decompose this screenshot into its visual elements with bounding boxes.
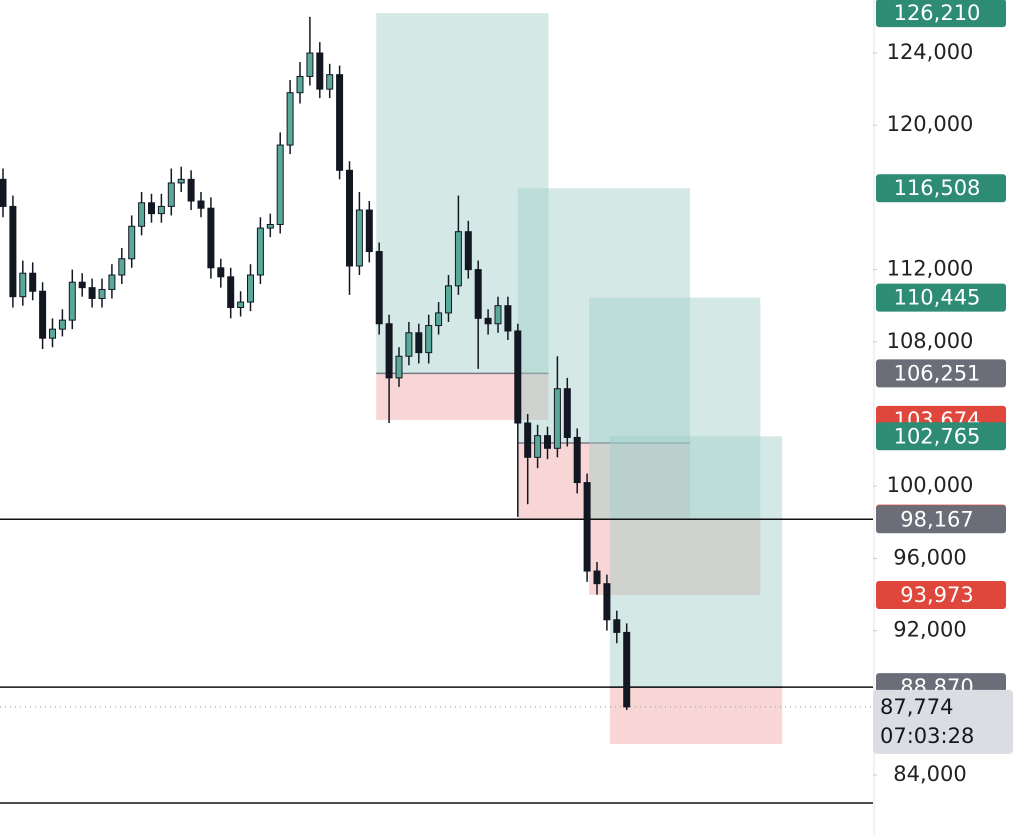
candle-body bbox=[316, 52, 324, 90]
candle-body bbox=[237, 301, 245, 309]
candle-body bbox=[405, 332, 413, 357]
candle-body bbox=[385, 323, 393, 379]
candle-body bbox=[464, 231, 472, 271]
candle-body bbox=[217, 267, 225, 278]
price-badge-label: 110,445 bbox=[894, 286, 981, 310]
candle-body bbox=[375, 251, 383, 325]
price-badge bbox=[876, 359, 1006, 388]
candle-body bbox=[603, 583, 611, 621]
price-badge bbox=[876, 422, 1006, 451]
y-tick-label: 124,000 bbox=[887, 40, 974, 64]
y-tick-label: 108,000 bbox=[887, 329, 974, 353]
stop-zone bbox=[609, 687, 783, 745]
candle-body bbox=[395, 355, 403, 379]
price-badge bbox=[876, 283, 1006, 312]
candle-body bbox=[58, 319, 66, 330]
target-zone bbox=[517, 188, 691, 444]
candle-body bbox=[227, 276, 235, 309]
candle-body bbox=[504, 305, 512, 332]
candle-body bbox=[435, 312, 443, 327]
target-zone bbox=[376, 13, 549, 374]
candle-body bbox=[9, 205, 17, 298]
candle-body bbox=[286, 92, 294, 146]
candle-body bbox=[484, 317, 492, 325]
target-zone bbox=[589, 297, 761, 520]
target-zone bbox=[609, 436, 783, 688]
y-tick-label: 112,000 bbox=[887, 257, 974, 281]
candle-body bbox=[583, 482, 591, 572]
candle-body bbox=[623, 631, 631, 708]
candle-body bbox=[197, 200, 205, 209]
candle-body bbox=[207, 207, 215, 269]
candle-body bbox=[514, 330, 522, 424]
candle-body bbox=[613, 619, 621, 633]
price-badge bbox=[876, 0, 1006, 28]
candle-body bbox=[29, 272, 37, 292]
candle-body bbox=[177, 178, 185, 184]
candle-body bbox=[524, 422, 532, 458]
candle-body bbox=[187, 178, 195, 202]
candle-body bbox=[88, 287, 96, 299]
price-badge-label: 98,167 bbox=[900, 507, 973, 531]
candle-body bbox=[39, 290, 47, 339]
candle-body bbox=[138, 202, 146, 227]
candle-body bbox=[494, 305, 502, 325]
price-badge bbox=[876, 174, 1006, 203]
candle-body bbox=[326, 74, 334, 90]
candle-body bbox=[78, 281, 86, 289]
candle-body bbox=[49, 328, 56, 339]
candle-body bbox=[346, 169, 353, 267]
candle-body bbox=[157, 205, 165, 215]
candle-body bbox=[355, 209, 363, 267]
candle-body bbox=[167, 182, 175, 207]
candle-body bbox=[336, 74, 344, 171]
price-badge-label: 102,765 bbox=[894, 424, 981, 448]
y-tick-label: 92,000 bbox=[893, 618, 966, 642]
y-tick-label: 100,000 bbox=[887, 473, 974, 497]
candle-body bbox=[365, 209, 373, 253]
stop-zone bbox=[517, 443, 691, 519]
candle-body bbox=[108, 274, 116, 290]
price-badge-label: 116,508 bbox=[894, 176, 981, 200]
candle-body bbox=[474, 269, 482, 319]
candle-body bbox=[425, 325, 433, 354]
candle-body bbox=[296, 75, 304, 94]
candle-body bbox=[118, 258, 126, 276]
candle-body bbox=[534, 435, 542, 458]
candle-body bbox=[553, 388, 561, 449]
candle-body bbox=[415, 332, 423, 354]
candle-body bbox=[148, 202, 155, 215]
candle-body bbox=[276, 144, 284, 225]
stop-zone bbox=[589, 519, 761, 595]
candle-body bbox=[306, 52, 314, 77]
last-price-label: 87,774 bbox=[880, 695, 953, 719]
candle-body bbox=[593, 570, 601, 585]
candle-body bbox=[0, 178, 7, 207]
candle-body bbox=[454, 231, 462, 287]
y-tick-label: 84,000 bbox=[893, 762, 966, 786]
countdown-label: 07:03:28 bbox=[880, 724, 974, 748]
y-tick-label: 96,000 bbox=[893, 545, 966, 569]
price-badge-label: 93,973 bbox=[900, 583, 973, 607]
price-badge bbox=[876, 580, 1006, 609]
candle-body bbox=[19, 272, 27, 298]
candle-body bbox=[247, 274, 254, 303]
candle-body bbox=[544, 435, 551, 449]
candle-body bbox=[266, 223, 274, 229]
candle-body bbox=[128, 225, 136, 260]
candle-body bbox=[68, 281, 76, 321]
candle-body bbox=[573, 436, 581, 484]
candle-body bbox=[98, 288, 106, 299]
price-badge bbox=[876, 505, 1006, 534]
candle-body bbox=[445, 285, 452, 314]
y-tick-label: 120,000 bbox=[887, 112, 974, 136]
candle-body bbox=[256, 227, 264, 276]
last-price-badge bbox=[873, 689, 1013, 754]
price-badge-label: 106,251 bbox=[894, 361, 981, 385]
price-badge-label: 126,210 bbox=[894, 1, 981, 25]
candle-body bbox=[563, 388, 571, 438]
